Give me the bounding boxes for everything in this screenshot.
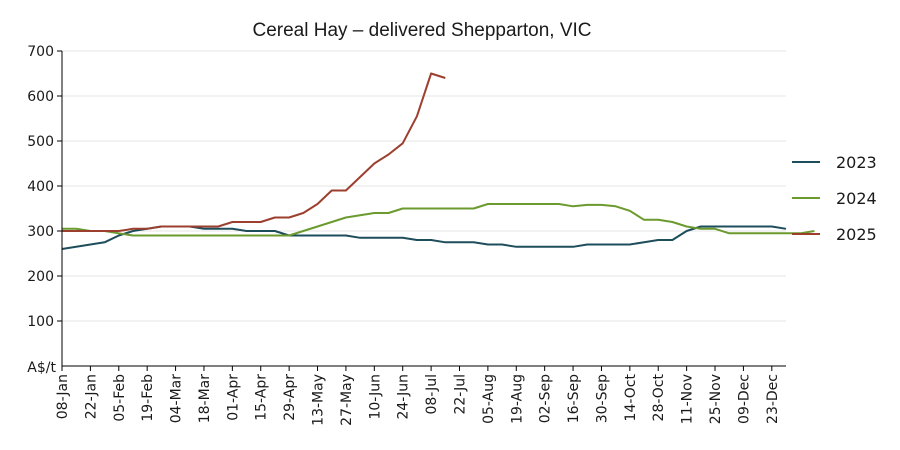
x-tick-label-14-Oct: 14-Oct <box>623 373 639 421</box>
x-tick-label-11-Nov: 11-Nov <box>680 374 696 424</box>
x-tick-label-22-Jul: 22-Jul <box>452 374 468 415</box>
legend-label-2024: 2024 <box>836 189 877 208</box>
x-tick-label-08-Jan: 08-Jan <box>55 374 71 419</box>
x-tick-label-02-Sep: 02-Sep <box>538 374 554 423</box>
chart-title: Cereal Hay – delivered Shepparton, VIC <box>252 20 591 41</box>
grid <box>62 50 786 322</box>
y-tick-label-400: 400 <box>27 179 54 195</box>
x-tick-label-09-Dec: 09-Dec <box>736 374 752 424</box>
x-tick-label-18-Mar: 18-Mar <box>197 374 213 424</box>
y-tick-label-300: 300 <box>27 224 54 240</box>
x-tick-label-22-Jan: 22-Jan <box>83 374 99 419</box>
x-tick-label-13-May: 13-May <box>311 374 327 426</box>
x-tick-label-28-Oct: 28-Oct <box>651 373 667 421</box>
x-tick-label-01-Apr: 01-Apr <box>225 374 241 421</box>
y-tick-label-600: 600 <box>27 89 54 105</box>
x-tick-label-05-Aug: 05-Aug <box>481 374 497 424</box>
series-lines <box>61 72 815 250</box>
x-tick-label-04-Mar: 04-Mar <box>169 374 185 424</box>
legend-label-2025: 2025 <box>836 225 877 244</box>
y-tick-label-100: 100 <box>27 314 54 330</box>
y-tick-label-500: 500 <box>27 134 54 150</box>
series-line-2023 <box>61 225 787 250</box>
legend-label-2023: 2023 <box>836 153 877 172</box>
x-tick-label-16-Sep: 16-Sep <box>566 374 582 423</box>
x-tick-label-27-May: 27-May <box>339 374 355 426</box>
axes <box>61 51 786 367</box>
series-line-2025 <box>62 72 446 232</box>
y-tick-label-700: 700 <box>27 44 54 60</box>
x-tick-label-25-Nov: 25-Nov <box>708 374 724 424</box>
x-tick-label-10-Jun: 10-Jun <box>367 374 383 420</box>
y-axis-label: A$/t <box>27 360 56 376</box>
x-tick-label-19-Feb: 19-Feb <box>140 374 156 422</box>
x-axis-ticks: 08-Jan 22-Jan 05-Feb 19-Feb 04-Mar 18-Mar 01-A… <box>55 366 781 426</box>
x-tick-label-23-Dec: 23-Dec <box>765 374 781 424</box>
x-tick-label-30-Sep: 30-Sep <box>594 374 610 423</box>
y-axis-ticks: 100 200 300 400 500 600 700 <box>27 44 62 330</box>
x-tick-label-08-Jul: 08-Jul <box>424 374 440 415</box>
x-tick-label-05-Feb: 05-Feb <box>112 374 128 422</box>
legend: 2023 2024 2025 <box>792 153 877 244</box>
x-tick-label-29-Apr: 29-Apr <box>282 374 298 421</box>
series-line-2024 <box>62 203 815 237</box>
x-tick-label-24-Jun: 24-Jun <box>396 374 412 420</box>
x-tick-label-19-Aug: 19-Aug <box>509 374 525 424</box>
x-tick-label-15-Apr: 15-Apr <box>254 374 270 421</box>
y-tick-label-200: 200 <box>27 269 54 285</box>
